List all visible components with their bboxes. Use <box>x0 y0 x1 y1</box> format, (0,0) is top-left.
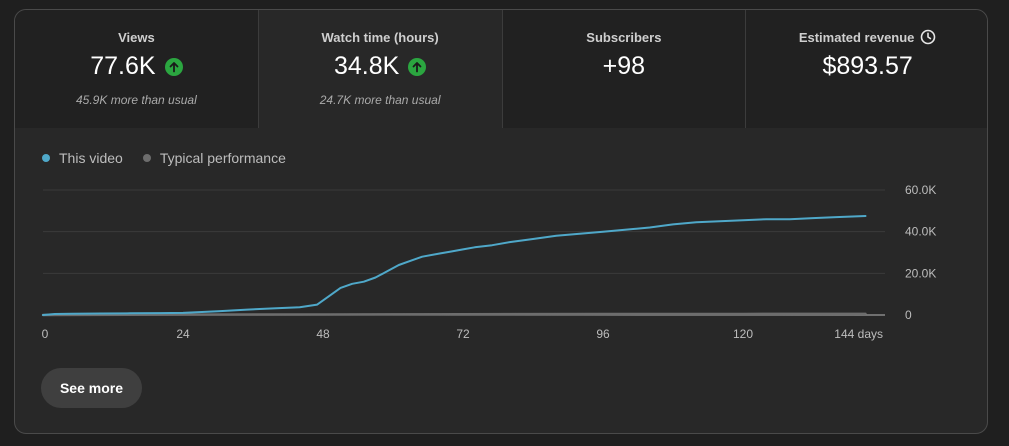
metric-value: 34.8K <box>333 52 400 80</box>
metric-value-row: +98 <box>503 52 746 81</box>
metric-tabs: Views 77.6K 45.9K more than usual Watch … <box>15 10 987 128</box>
y-tick-label: 20.0K <box>905 266 936 280</box>
legend-item-typical[interactable]: Typical performance <box>142 150 286 166</box>
y-tick-label: 40.0K <box>905 225 936 239</box>
tab-views[interactable]: Views 77.6K 45.9K more than usual <box>15 10 259 128</box>
clock-icon[interactable] <box>920 29 936 45</box>
metric-label: Views <box>118 29 155 45</box>
metric-label-row: Estimated revenue <box>746 29 987 45</box>
tab-estimated-revenue[interactable]: Estimated revenue $893.57 <box>746 10 987 128</box>
metric-value: 77.6K <box>90 52 156 80</box>
metric-value-row: 34.8K <box>259 52 502 81</box>
x-tick-label: 144 days <box>834 327 883 341</box>
arrow-up-icon <box>164 57 183 76</box>
metric-note: 45.9K more than usual <box>76 93 197 107</box>
line-chart: 60.0K 40.0K 20.0K 0 0 24 48 72 96 120 144 days <box>41 183 937 341</box>
chart-series <box>41 215 867 317</box>
y-tick-label: 60.0K <box>905 183 936 197</box>
legend-item-this-video[interactable]: This video <box>42 150 123 166</box>
arrow-up-icon <box>408 57 427 76</box>
x-tick-label: 48 <box>316 327 330 341</box>
y-tick-label: 0 <box>905 308 912 322</box>
metric-note: 24.7K more than usual <box>319 93 441 107</box>
video-performance-card: Views 77.6K 45.9K more than usual Watch … <box>14 9 988 434</box>
legend-label: This video <box>59 150 123 166</box>
tab-subscribers[interactable]: Subscribers +98 <box>502 10 747 128</box>
metric-value-row: 77.6K <box>15 52 258 81</box>
x-tick-label: 120 <box>733 327 753 341</box>
legend-label: Typical performance <box>159 150 286 166</box>
legend-dot-this-video <box>42 154 50 162</box>
chart-gridlines <box>43 189 885 316</box>
tab-watch-time[interactable]: Watch time (hours) 34.8K 24.7K more than… <box>258 10 503 128</box>
x-tick-label: 0 <box>42 327 49 341</box>
x-tick-label: 96 <box>596 327 610 341</box>
series-line-this-video <box>42 215 867 316</box>
x-axis-labels: 0 24 48 72 96 120 144 days <box>42 327 883 341</box>
metric-label: Subscribers <box>586 29 662 45</box>
x-tick-label: 72 <box>456 327 470 341</box>
metric-value: +98 <box>602 52 646 80</box>
chart-legend: This video Typical performance <box>42 150 286 166</box>
series-line-typical <box>41 312 867 317</box>
legend-dot-typical <box>142 154 151 162</box>
y-axis-labels: 60.0K 40.0K 20.0K 0 <box>905 183 936 322</box>
metric-label: Estimated revenue <box>798 29 915 45</box>
x-tick-label: 24 <box>176 327 190 341</box>
metric-value-row: $893.57 <box>746 52 987 81</box>
metric-label: Watch time (hours) <box>321 29 439 45</box>
see-more-button[interactable]: See more <box>41 368 142 408</box>
metric-value: $893.57 <box>822 52 913 80</box>
